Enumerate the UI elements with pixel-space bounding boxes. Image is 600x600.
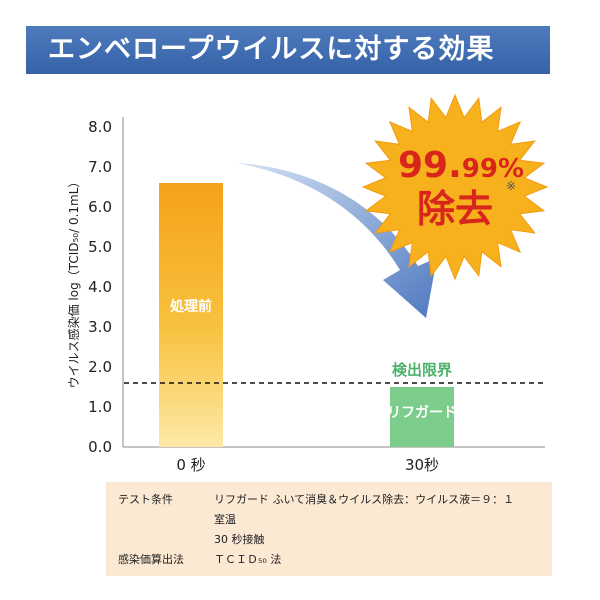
- y-tick-label: 8.0: [88, 118, 112, 136]
- burst-note-mark: ※: [506, 179, 516, 193]
- page-title: エンベロープウイルスに対する効果: [26, 26, 550, 74]
- notes-row: 室温: [118, 510, 540, 530]
- y-tick-label: 2.0: [88, 358, 112, 376]
- category-label: 30秒: [405, 456, 439, 474]
- test-conditions-panel: テスト条件 リフガード ふいて消臭＆ウイルス除去：ウイルス液＝９：１ 室温 30 秒接…: [106, 482, 552, 576]
- notes-key: [118, 530, 214, 550]
- y-tick-label: 1.0: [88, 398, 112, 416]
- burst-star-shape: [361, 93, 549, 281]
- bar-label: 処理前: [169, 298, 212, 315]
- category-label: 0 秒: [176, 456, 205, 474]
- bar-label: リフガード: [387, 405, 457, 421]
- notes-value: 30 秒接触: [214, 533, 265, 546]
- y-tick-label: 3.0: [88, 318, 112, 336]
- burst-percent: 99.99%: [398, 145, 524, 186]
- notes-key: テスト条件: [118, 493, 173, 506]
- bar-1: [390, 387, 454, 447]
- y-tick-label: 6.0: [88, 198, 112, 216]
- notes-row: テスト条件 リフガード ふいて消臭＆ウイルス除去：ウイルス液＝９：１: [118, 490, 540, 510]
- burst-percent-small: 99%: [462, 154, 524, 184]
- y-tick-label: 0.0: [88, 438, 112, 456]
- notes-row: 30 秒接触: [118, 530, 540, 550]
- category-labels: 0 秒 30秒: [176, 456, 439, 474]
- notes-value: 室温: [214, 513, 236, 526]
- detection-limit-label: 検出限界: [392, 361, 452, 379]
- notes-value: ＴＣＩＤ₅₀ 法: [214, 553, 282, 566]
- bar-0: [159, 183, 223, 447]
- notes-row: 感染価算出法 ＴＣＩＤ₅₀ 法: [118, 550, 540, 570]
- y-tick-label: 7.0: [88, 158, 112, 176]
- y-tick-label: 5.0: [88, 238, 112, 256]
- notes-value: リフガード ふいて消臭＆ウイルス除去：ウイルス液＝９：１: [214, 493, 515, 506]
- notes-key: [118, 510, 214, 530]
- decrease-arrow-body: [237, 163, 437, 318]
- notes-key: 感染価算出法: [118, 553, 184, 566]
- y-ticks: 0.0 1.0 2.0 3.0 4.0 5.0 6.0 7.0 8.0: [88, 118, 112, 456]
- y-tick-label: 4.0: [88, 278, 112, 296]
- removal-burst: 99.99% 除去 ※: [361, 93, 549, 281]
- y-axis-label: ウイルス感染価 log（TCID₅₀/ 0.1mL）: [66, 176, 81, 389]
- decrease-arrow: [237, 163, 437, 318]
- burst-percent-main: 99.: [398, 145, 462, 186]
- burst-removal-text: 除去: [417, 187, 493, 231]
